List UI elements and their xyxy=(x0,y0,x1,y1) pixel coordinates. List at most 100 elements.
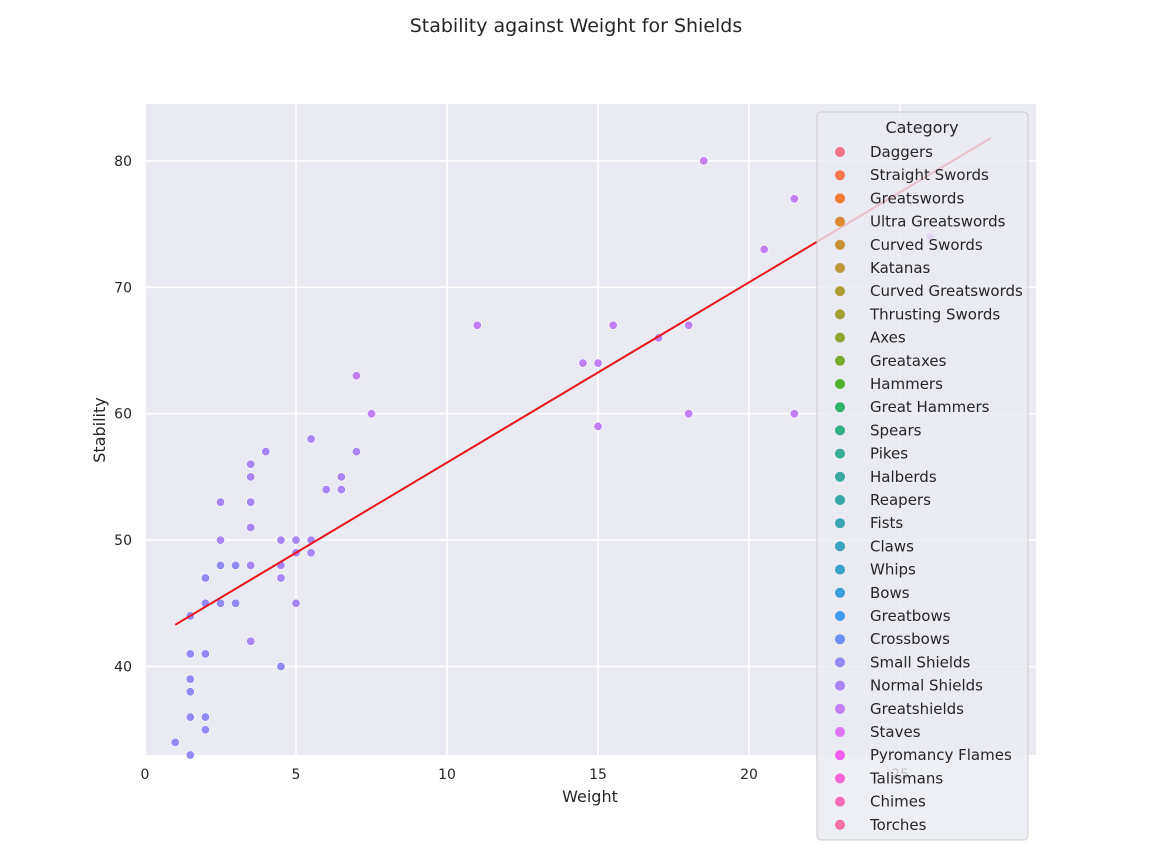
legend-marker xyxy=(835,147,845,157)
x-axis-label: Weight xyxy=(562,787,618,806)
legend-label: Whips xyxy=(870,561,916,579)
legend-label: Claws xyxy=(870,537,914,555)
y-tick-label: 70 xyxy=(114,280,132,296)
x-tick-label: 5 xyxy=(292,767,301,783)
legend-label: Thrusting Swords xyxy=(869,305,1000,323)
legend-label: Spears xyxy=(870,421,922,439)
data-point xyxy=(246,522,256,532)
data-point xyxy=(291,598,301,608)
data-point xyxy=(185,649,195,659)
data-point xyxy=(472,320,482,330)
legend-marker xyxy=(835,471,845,482)
legend-label: Daggers xyxy=(870,143,933,161)
legend-label: Greatshields xyxy=(870,700,964,718)
legend-marker xyxy=(835,495,845,505)
legend-marker xyxy=(835,448,845,459)
x-tick-label: 10 xyxy=(438,767,456,783)
data-point xyxy=(216,535,226,545)
legend-marker xyxy=(835,680,845,691)
legend: Category Daggers Straight Swords Greatswor… xyxy=(816,111,1029,841)
legend-label: Bows xyxy=(870,584,910,602)
data-point xyxy=(246,459,256,469)
y-tick-label: 40 xyxy=(114,660,132,676)
legend-label: Halberds xyxy=(870,468,937,486)
data-point xyxy=(578,358,588,368)
data-point xyxy=(608,320,618,330)
data-point xyxy=(276,535,286,545)
data-point xyxy=(306,548,316,558)
data-point xyxy=(699,156,709,166)
y-axis-label: Stability xyxy=(90,397,109,462)
data-point xyxy=(306,434,316,444)
data-point xyxy=(246,560,256,570)
legend-marker xyxy=(835,796,845,807)
legend-marker xyxy=(835,402,845,413)
legend-label: Hammers xyxy=(870,375,943,393)
x-tick-label: 20 xyxy=(740,767,758,783)
legend-label: Chimes xyxy=(870,793,926,811)
legend-label: Greatbows xyxy=(870,607,951,625)
legend-marker xyxy=(835,773,845,784)
data-point xyxy=(336,472,346,482)
legend-marker xyxy=(835,193,845,204)
legend-marker xyxy=(835,819,845,830)
legend-marker xyxy=(835,727,845,737)
legend-label: Staves xyxy=(870,723,921,741)
y-ticks: 40 50 60 70 80 xyxy=(114,154,132,676)
data-point xyxy=(276,573,286,583)
legend-marker xyxy=(835,309,845,320)
legend-entries: Daggers Straight Swords Greatswords Ultra G… xyxy=(835,143,1023,834)
legend-label: Curved Swords xyxy=(870,236,983,254)
legend-label: Talismans xyxy=(869,769,943,787)
legend-marker xyxy=(835,263,845,273)
legend-marker xyxy=(835,657,845,668)
data-point xyxy=(351,371,361,381)
data-point xyxy=(231,598,241,608)
x-tick-label: 15 xyxy=(589,767,607,783)
data-point xyxy=(216,497,226,507)
y-tick-label: 50 xyxy=(114,533,132,549)
series-small-shields xyxy=(170,560,286,760)
data-point xyxy=(246,497,256,507)
legend-marker xyxy=(835,564,845,575)
scatter-points xyxy=(170,156,935,760)
data-point xyxy=(593,358,603,368)
data-point xyxy=(231,560,241,570)
data-point xyxy=(291,535,301,545)
legend-label: Katanas xyxy=(870,259,931,277)
legend-label: Straight Swords xyxy=(870,166,989,184)
data-point xyxy=(200,712,210,722)
legend-label: Fists xyxy=(870,514,903,532)
data-point xyxy=(200,573,210,583)
legend-title: Category xyxy=(885,118,958,137)
legend-marker xyxy=(835,541,845,552)
data-point xyxy=(789,194,799,204)
legend-marker xyxy=(835,611,845,621)
legend-label: Small Shields xyxy=(870,653,971,671)
legend-marker xyxy=(835,518,845,529)
legend-label: Normal Shields xyxy=(870,677,983,695)
data-point xyxy=(593,421,603,431)
legend-label: Axes xyxy=(870,329,906,347)
legend-label: Curved Greatswords xyxy=(870,282,1023,300)
legend-label: Reapers xyxy=(870,491,931,509)
chart-title: Stability against Weight for Shields xyxy=(410,15,743,37)
legend-marker xyxy=(835,216,845,227)
legend-label: Pyromancy Flames xyxy=(870,746,1012,764)
data-point xyxy=(759,244,769,254)
legend-marker xyxy=(835,634,845,645)
data-point xyxy=(216,598,226,608)
data-point xyxy=(185,687,195,697)
legend-label: Ultra Greatswords xyxy=(870,213,1006,231)
legend-marker xyxy=(835,239,845,250)
data-point xyxy=(367,409,377,419)
data-point xyxy=(351,447,361,457)
y-tick-label: 60 xyxy=(114,407,132,423)
data-point xyxy=(246,472,256,482)
legend-marker xyxy=(835,703,845,714)
legend-marker xyxy=(835,425,845,436)
legend-label: Pikes xyxy=(870,445,908,463)
legend-label: Crossbows xyxy=(870,630,950,648)
legend-marker xyxy=(835,286,845,297)
